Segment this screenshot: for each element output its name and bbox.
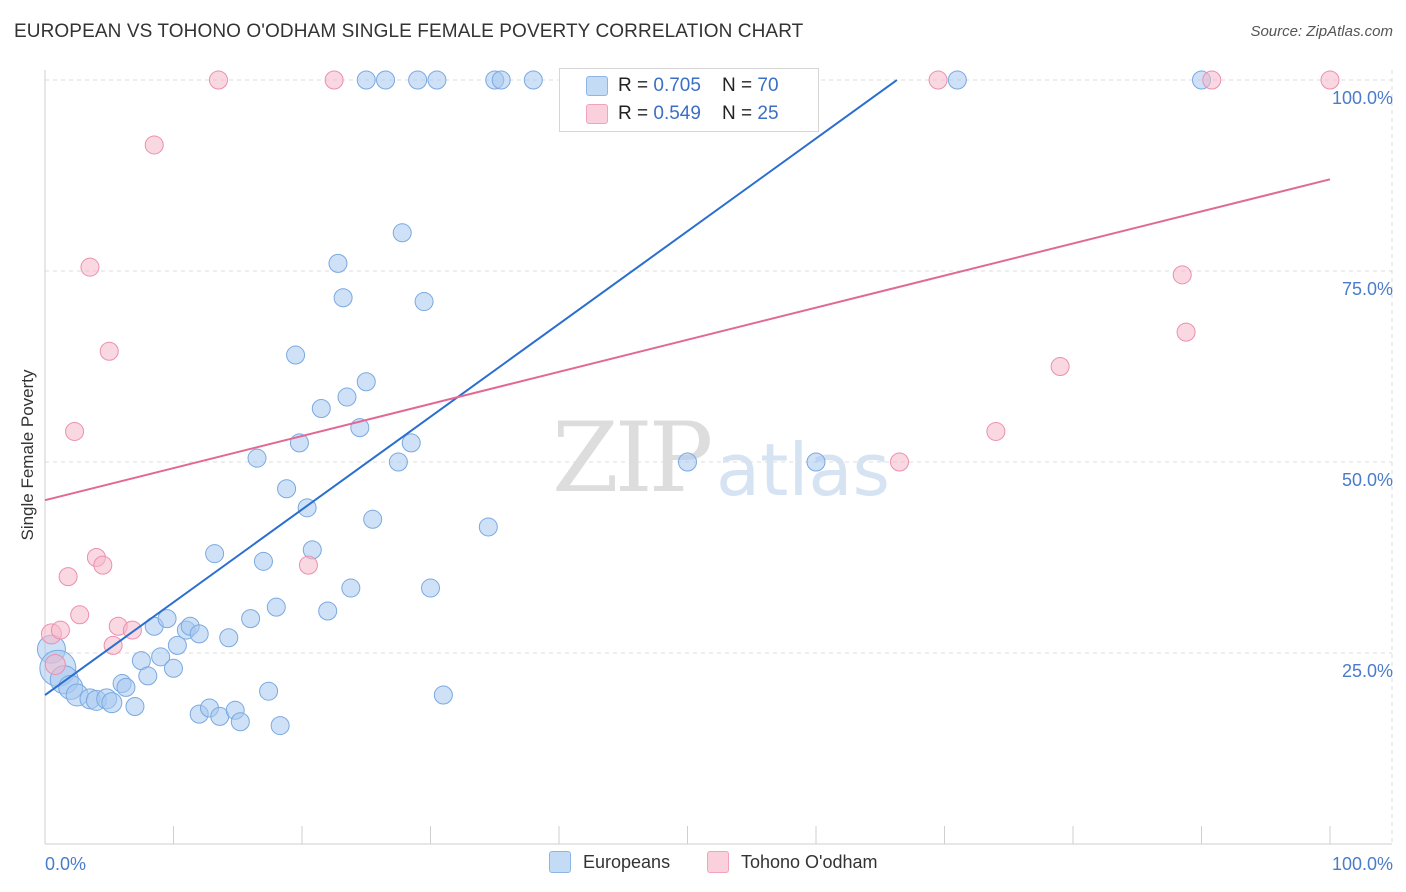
correlation-legend: R = 0.705 N = 70 R = 0.549 N = 25 [559,68,819,132]
point-europeans [219,628,239,648]
point-tohono [93,555,113,575]
series-legend: Europeans Tohono O'odham [0,851,1406,877]
y-tick-label-25: 25.0% [1342,661,1393,681]
point-europeans [241,609,261,629]
point-europeans [116,677,136,697]
point-europeans [523,70,543,90]
point-europeans [401,433,421,453]
point-tohono [44,653,66,675]
legend-stats-europeans: R = 0.705 N = 70 [618,75,779,97]
point-europeans [253,551,273,571]
point-europeans [318,601,338,621]
legend-swatch-europeans [549,851,571,873]
point-tohono [70,605,90,625]
legend-n-label: N = [722,103,758,124]
point-europeans [230,712,250,732]
legend-n-label: N = [722,75,758,96]
trendline-europeans [44,79,898,696]
point-europeans [311,399,331,419]
chart-title: EUROPEAN VS TOHONO O'ODHAM SINGLE FEMALE… [14,21,804,42]
legend-swatch-tohono [707,851,729,873]
point-europeans [101,692,123,714]
legend-r-value: 0.705 [653,75,701,96]
legend-swatch-europeans [586,76,608,96]
y-tick-label-50: 50.0% [1342,470,1393,490]
point-tohono [890,452,910,472]
point-tohono [1050,357,1070,376]
trendline-tohono [44,178,1331,502]
point-tohono [208,70,228,90]
point-europeans [806,452,826,472]
legend-swatch-tohono [586,104,608,124]
legend-n-value: 25 [757,103,779,124]
point-europeans [189,624,209,644]
legend-label-europeans: Europeans [583,851,671,872]
point-europeans [277,479,297,499]
legend-r-label: R = [618,103,654,124]
point-tohono [1176,322,1196,342]
point-europeans [205,544,225,564]
y-tick-label-75: 75.0% [1342,279,1393,299]
point-tohono [80,257,100,277]
y-tick-label-100: 100.0% [1332,88,1393,108]
source-credit: Source: ZipAtlas.com [1250,23,1393,40]
point-europeans [356,70,376,90]
legend-r-value: 0.549 [653,103,701,124]
point-europeans [328,253,348,273]
point-europeans [478,517,498,537]
x-tick-label-100: 100.0% [1332,854,1393,874]
point-europeans [164,658,183,678]
point-europeans [247,448,267,468]
point-europeans [408,70,428,90]
point-europeans [341,578,361,598]
point-europeans [286,345,306,365]
point-europeans [333,288,353,308]
point-europeans [151,647,171,667]
point-europeans [376,70,396,90]
point-europeans [947,70,967,90]
point-europeans [414,292,434,312]
legend-item-tohono: Tohono O'odham [707,851,878,873]
point-europeans [421,578,440,598]
point-tohono [1172,265,1192,285]
legend-item-europeans: Europeans [549,851,670,873]
point-europeans [491,70,511,90]
legend-r-label: R = [618,75,654,96]
point-europeans [427,70,447,90]
point-europeans [433,685,453,705]
point-europeans [167,635,187,655]
point-europeans [125,696,145,716]
point-tohono [144,135,164,155]
point-tohono [986,421,1006,441]
point-europeans [337,387,357,407]
point-tohono [50,620,70,640]
point-tohono [65,421,85,441]
legend-n-value: 70 [757,75,779,96]
x-tick-label-0: 0.0% [45,854,86,874]
point-europeans [392,223,412,243]
legend-stats-tohono: R = 0.549 N = 25 [618,103,779,125]
point-tohono [1320,70,1340,90]
point-europeans [266,597,286,617]
point-europeans [363,509,383,529]
point-europeans [157,609,177,629]
point-europeans [678,452,697,472]
point-europeans [138,666,158,686]
point-europeans [388,452,408,472]
point-europeans [356,372,376,392]
point-tohono [928,70,948,90]
watermark-atlas: atlas [716,428,890,512]
point-tohono [1202,70,1222,90]
point-tohono [58,567,78,587]
point-tohono [298,555,318,575]
point-tohono [99,341,119,361]
point-europeans [259,681,279,701]
point-europeans [270,716,290,736]
point-tohono [324,70,344,90]
legend-label-tohono: Tohono O'odham [741,851,878,872]
